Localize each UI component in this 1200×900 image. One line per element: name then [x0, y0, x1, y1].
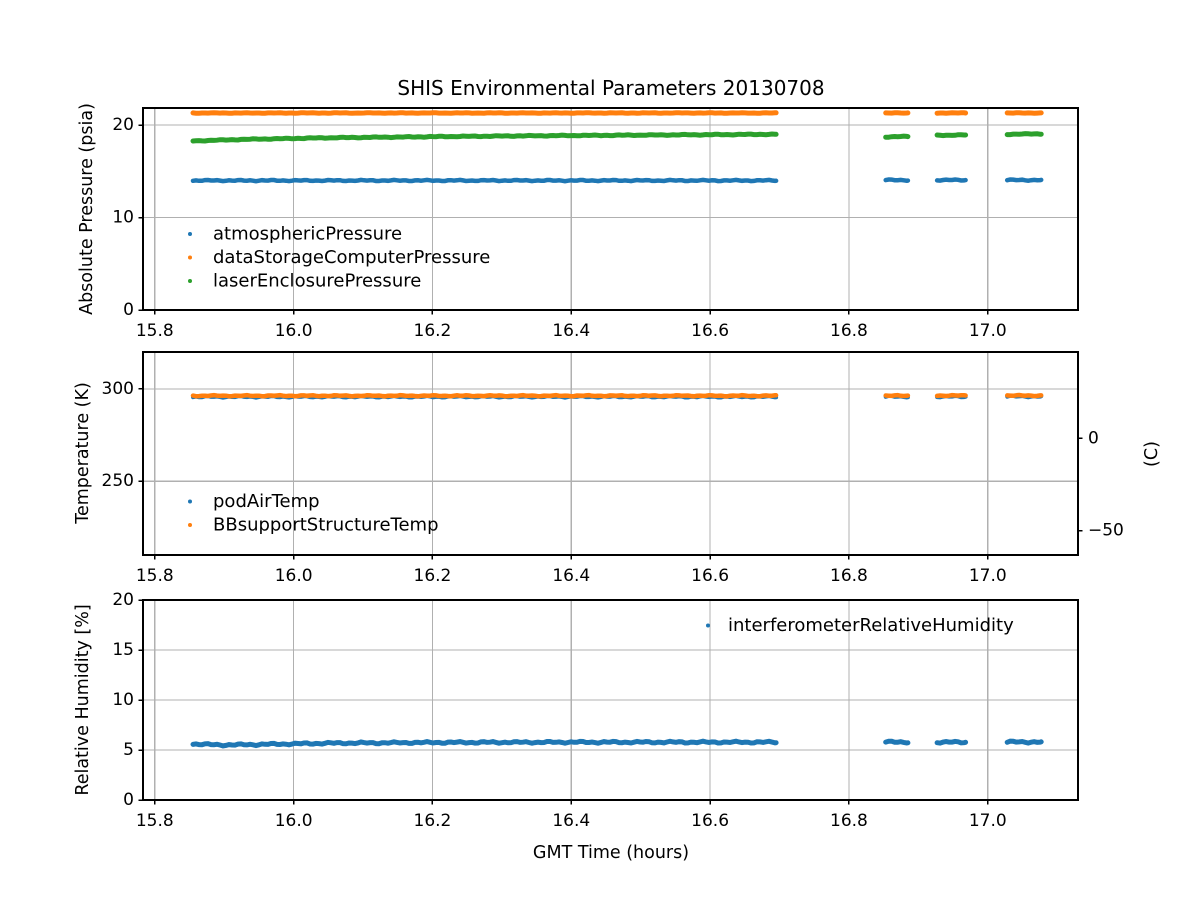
- x-tick-label: 16.2: [414, 566, 452, 586]
- y-tick-label: 0: [123, 790, 134, 810]
- x-tick-label: 16.6: [691, 566, 729, 586]
- series-BBsupportStructureTemp: [1004, 392, 1044, 399]
- series-laserEnclosurePressure: [934, 132, 969, 139]
- y2-tick-label: 0: [1088, 428, 1099, 448]
- x-tick-label: 16.4: [552, 811, 590, 831]
- x-tick-label: 16.4: [552, 321, 590, 341]
- x-tick-label: 16.6: [691, 321, 729, 341]
- legend-label-laserEnclosurePressure: laserEnclosurePressure: [213, 271, 421, 292]
- x-tick-label: 16.2: [414, 321, 452, 341]
- y-tick-label: 0: [123, 300, 134, 320]
- x-tick-label: 17.0: [969, 811, 1007, 831]
- series-dataStorageComputerPressure: [190, 110, 779, 116]
- series-laserEnclosurePressure: [883, 133, 911, 140]
- x-tick-label: 16.6: [691, 811, 729, 831]
- x-tick-label: 16.8: [830, 566, 868, 586]
- x-tick-label: 16.8: [830, 321, 868, 341]
- y-tick-label: 15: [112, 640, 134, 660]
- legend-marker-interferometerRelativeHumidity: [706, 623, 710, 628]
- x-tick-label: 17.0: [969, 566, 1007, 586]
- x-tick-label: 16.2: [414, 811, 452, 831]
- series-atmosphericPressure: [883, 177, 911, 183]
- x-axis-label: GMT Time (hours): [532, 843, 690, 863]
- legend-label-dataStorageComputerPressure: dataStorageComputerPressure: [213, 247, 490, 268]
- y-tick-label: 250: [102, 471, 134, 491]
- y-tick-label: 10: [112, 208, 134, 228]
- y-tick-label: 20: [112, 115, 134, 135]
- x-tick-label: 17.0: [969, 321, 1007, 341]
- y-tick-label: 20: [112, 590, 134, 610]
- y-tick-label: 300: [102, 379, 134, 399]
- legend-marker-BBsupportStructureTemp: [188, 523, 192, 527]
- x-tick-label: 16.8: [830, 811, 868, 831]
- series-atmosphericPressure: [934, 177, 968, 183]
- y-tick-label: 5: [123, 740, 134, 760]
- series-laserEnclosurePressure: [190, 131, 779, 144]
- x-tick-label: 15.8: [136, 566, 174, 586]
- legend-label-atmosphericPressure: atmosphericPressure: [213, 224, 402, 245]
- series-interferometerRelativeHumidity: [1004, 738, 1044, 746]
- y-tick-label: 10: [112, 690, 134, 710]
- x-tick-label: 15.8: [136, 321, 174, 341]
- legend-marker-podAirTemp: [188, 499, 192, 504]
- legend-label-interferometerRelativeHumidity: interferometerRelativeHumidity: [728, 615, 1014, 636]
- series-atmosphericPressure: [190, 177, 779, 184]
- x-tick-label: 16.4: [552, 566, 590, 586]
- series-interferometerRelativeHumidity: [190, 738, 779, 749]
- series-interferometerRelativeHumidity: [934, 738, 969, 746]
- series-BBsupportStructureTemp: [883, 392, 911, 399]
- x-tick-label: 16.0: [275, 811, 313, 831]
- legend-label-podAirTemp: podAirTemp: [213, 491, 320, 512]
- series-dataStorageComputerPressure: [1004, 110, 1044, 116]
- x-tick-label: 16.0: [275, 321, 313, 341]
- x-tick-label: 15.8: [136, 811, 174, 831]
- x-tick-label: 16.0: [275, 566, 313, 586]
- legend-marker-dataStorageComputerPressure: [188, 255, 192, 260]
- series-interferometerRelativeHumidity: [883, 738, 911, 746]
- series-laserEnclosurePressure: [1004, 131, 1044, 138]
- y2-tick-label: −50: [1088, 521, 1124, 541]
- legend-marker-atmosphericPressure: [188, 232, 192, 236]
- plot-spines: [142, 351, 1079, 556]
- figure-title: SHIS Environmental Parameters 20130708: [397, 76, 825, 100]
- plot-spines: [142, 107, 1079, 311]
- series-BBsupportStructureTemp: [190, 392, 779, 399]
- legend-label-BBsupportStructureTemp: BBsupportStructureTemp: [213, 515, 439, 536]
- series-atmosphericPressure: [1004, 177, 1044, 183]
- legend-marker-laserEnclosurePressure: [188, 279, 192, 283]
- series-BBsupportStructureTemp: [934, 392, 968, 399]
